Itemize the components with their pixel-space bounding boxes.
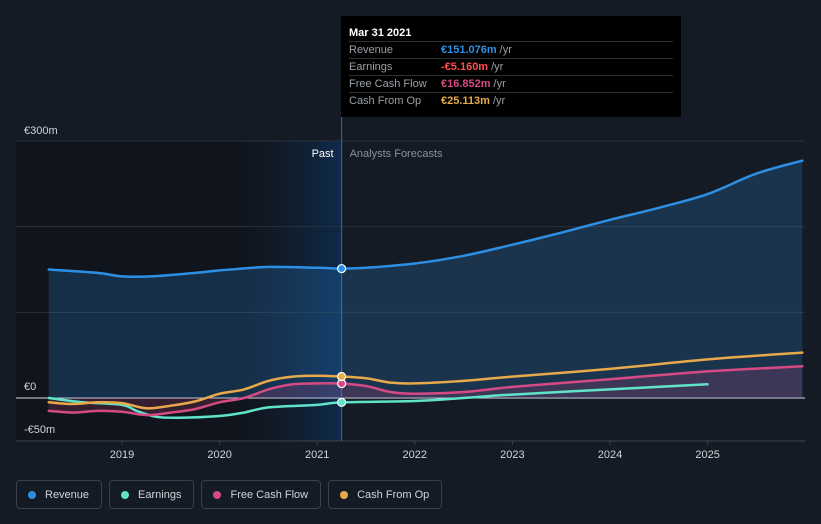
tooltip: Mar 31 2021 Revenue €151.076m /yr Earnin… xyxy=(341,16,681,117)
legend-item-cash-from-op[interactable]: Cash From Op xyxy=(328,480,443,509)
revenue-marker xyxy=(337,263,347,274)
forecast-label: Analysts Forecasts xyxy=(350,148,443,160)
tooltip-label: Cash From Op xyxy=(349,95,422,107)
legend-label: Earnings xyxy=(138,488,182,501)
legend-item-free-cash-flow[interactable]: Free Cash Flow xyxy=(201,480,322,509)
tooltip-label: Earnings xyxy=(349,61,393,73)
tooltip-unit: /yr xyxy=(491,61,504,73)
cash-from-op-line xyxy=(47,351,804,410)
y-axis-label-bottom: -€50m xyxy=(24,424,55,436)
cash-from-op-dot-icon xyxy=(340,490,349,499)
tooltip-row-revenue: Revenue €151.076m /yr xyxy=(349,41,673,58)
legend-item-revenue[interactable]: Revenue xyxy=(16,480,103,509)
tooltip-label: Revenue xyxy=(349,44,394,56)
tooltip-date: Mar 31 2021 xyxy=(349,27,412,39)
tooltip-row-earnings: Earnings -€5.160m /yr xyxy=(349,58,673,75)
tooltip-value: €16.852m xyxy=(441,78,491,90)
tooltip-row-free-cash-flow: Free Cash Flow €16.852m /yr xyxy=(349,75,673,92)
x-tick-label: 2024 xyxy=(598,449,622,461)
legend: Revenue Earnings Free Cash Flow Cash Fro… xyxy=(16,480,443,509)
past-label: Past xyxy=(312,148,334,160)
x-tick-label: 2021 xyxy=(305,449,329,461)
tooltip-row-cash-from-op: Cash From Op €25.113m /yr xyxy=(349,92,673,109)
earnings-marker xyxy=(337,397,347,408)
free-cash-flow-dot-icon xyxy=(213,490,222,499)
x-tick-label: 2025 xyxy=(695,449,719,461)
tooltip-unit: /yr xyxy=(492,95,506,107)
tooltip-unit: /yr xyxy=(493,78,506,90)
legend-item-earnings[interactable]: Earnings xyxy=(109,480,195,509)
tooltip-label: Free Cash Flow xyxy=(349,78,427,90)
legend-label: Free Cash Flow xyxy=(230,488,309,501)
tooltip-value: -€5.160m xyxy=(441,61,489,73)
x-tick-label: 2022 xyxy=(403,449,427,461)
tooltip-value: €151.076m xyxy=(441,44,497,56)
legend-label: Cash From Op xyxy=(357,488,430,501)
x-tick-label: 2023 xyxy=(500,449,524,461)
tooltip-unit: /yr xyxy=(499,44,512,56)
cash-from-op-marker xyxy=(337,371,347,382)
y-axis-label-top: €300m xyxy=(24,125,58,137)
free-cash-flow-line xyxy=(47,365,804,417)
tooltip-value: €25.113m xyxy=(441,95,490,107)
earnings-line xyxy=(47,383,709,420)
revenue-line xyxy=(47,159,804,279)
earnings-dot-icon xyxy=(121,490,130,499)
revenue-dot-icon xyxy=(28,490,36,499)
y-axis-label-zero: €0 xyxy=(24,381,36,393)
legend-label: Revenue xyxy=(45,488,90,501)
x-tick-label: 2020 xyxy=(207,449,231,461)
x-tick-label: 2019 xyxy=(110,449,134,461)
